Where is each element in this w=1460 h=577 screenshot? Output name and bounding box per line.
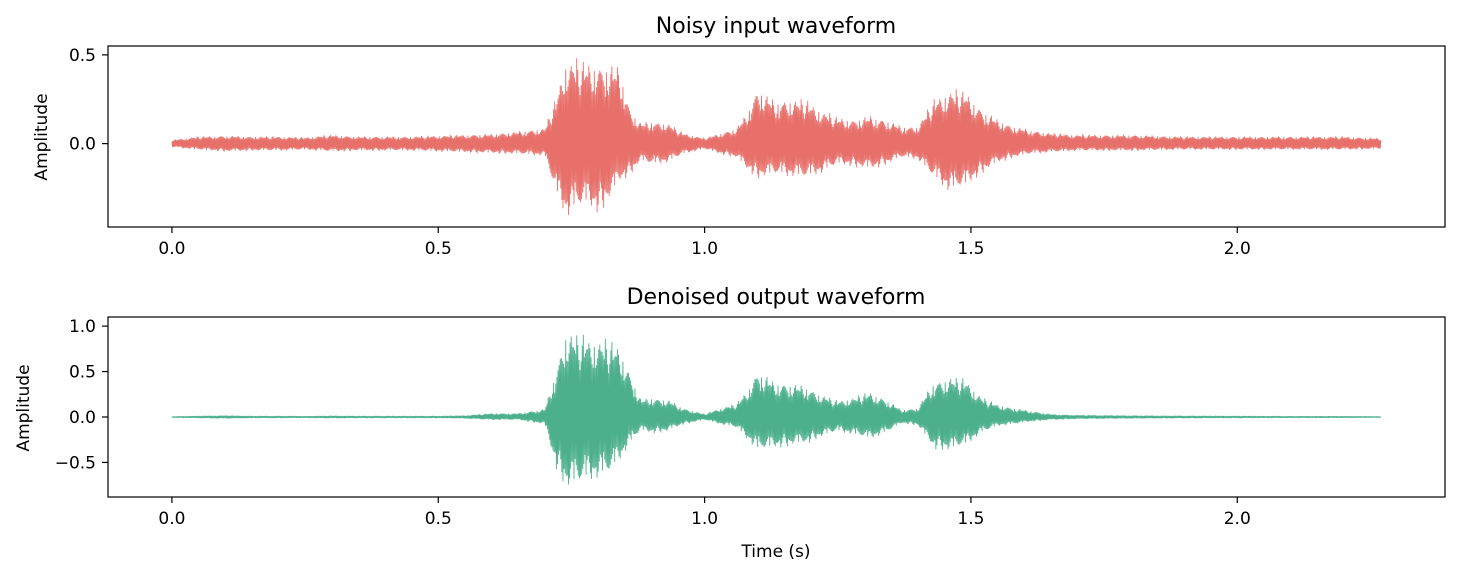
x-tick-label: 1.0 — [691, 509, 718, 529]
denoised-ylabel: Amplitude — [14, 364, 34, 451]
noisy-ylabel: Amplitude — [32, 93, 52, 180]
noisy-panel: Noisy input waveform 0.0 0.5 1.0 1.5 2.00.50… — [32, 14, 1446, 259]
x-tick-label: 1.5 — [957, 509, 984, 529]
y-tick-label: 0.5 — [69, 363, 96, 383]
x-tick-label: 0.5 — [425, 239, 452, 259]
x-tick-label: 0.0 — [158, 509, 185, 529]
x-tick-label: 0.0 — [158, 239, 185, 259]
denoised-waveform-line — [171, 334, 1382, 485]
denoised-xlabel: Time (s) — [740, 542, 810, 562]
x-tick-label: 2.0 — [1224, 509, 1251, 529]
denoised-title: Denoised output waveform — [627, 285, 926, 310]
x-tick-label: 1.5 — [957, 239, 984, 259]
noisy-waveform-line — [171, 58, 1382, 216]
y-tick-label: 1.0 — [69, 317, 96, 337]
x-tick-label: 0.5 — [425, 509, 452, 529]
x-tick-label: 2.0 — [1224, 239, 1251, 259]
denoised-plot-area: 0.0 0.5 1.0 1.5 2.0 1.0 0.5 0.0 −0.5 — [55, 316, 1446, 529]
y-tick-label: 0.0 — [69, 135, 96, 155]
y-tick-label: 0.0 — [69, 408, 96, 428]
denoised-panel: Denoised output waveform 0.0 0.5 1.0 1.5 2.0… — [14, 285, 1446, 562]
noisy-plot-area: 0.0 0.5 1.0 1.5 2.0 0.5 0.0 — [69, 45, 1446, 259]
y-tick-label: −0.5 — [55, 453, 96, 473]
axes-frame — [107, 45, 1446, 228]
x-tick-label: 1.0 — [691, 239, 718, 259]
axes-frame — [107, 316, 1446, 498]
noisy-title: Noisy input waveform — [656, 14, 896, 39]
y-tick-label: 0.5 — [69, 46, 96, 66]
